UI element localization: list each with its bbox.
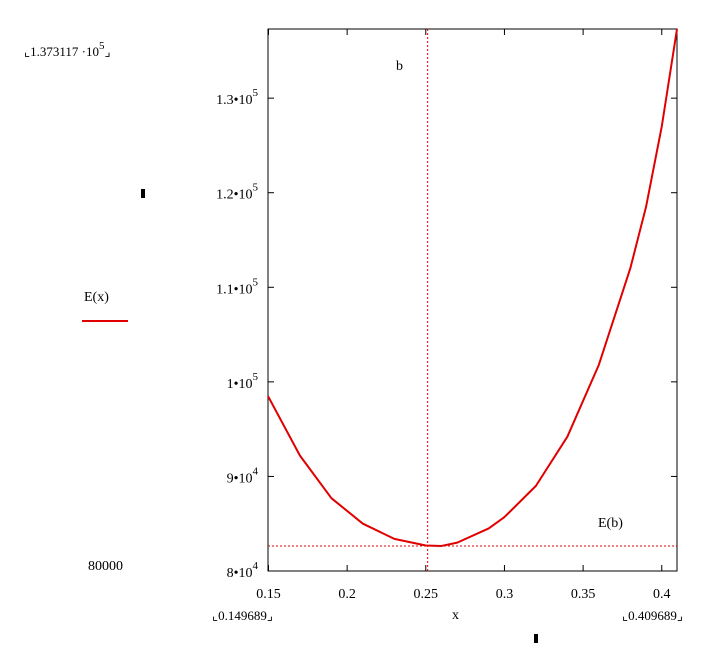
cursor-mark-left: [141, 189, 145, 198]
x-tick-label: 0.4: [653, 587, 671, 602]
y-tick-exponent: 5: [253, 87, 259, 99]
x-max-value: 0.409689: [628, 608, 677, 623]
y-tick-label: 1.1•105: [216, 276, 258, 297]
y-max-open-bracket: ⌞: [24, 44, 31, 59]
y-tick-label: 1.3•105: [216, 87, 258, 108]
y-tick-label: 8•104: [227, 560, 259, 581]
y-tick-label: 1•105: [227, 371, 259, 392]
y-tick-exponent: 4: [253, 560, 259, 572]
y-tick-label: 9•104: [227, 465, 259, 486]
cursor-mark-bottom: [534, 634, 538, 643]
y-max-mantissa: 1.373117: [30, 44, 79, 59]
x-min-limit-label[interactable]: ⌞0.149689⌟: [212, 608, 273, 624]
y-axis-label[interactable]: E(x): [84, 290, 109, 305]
y-tick-exponent: 5: [253, 371, 259, 383]
x-tick-label: 0.3: [496, 587, 514, 602]
y-tick-mantissa: 1.1•10: [216, 282, 252, 297]
y-tick-mantissa: 9•10: [227, 471, 253, 486]
x-axis-label[interactable]: x: [452, 608, 459, 623]
y-tick-exponent: 5: [253, 276, 259, 288]
x-tick-label: 0.35: [571, 587, 596, 602]
y-tick-label: 1.2•105: [216, 182, 258, 203]
legend-line-swatch: [82, 320, 128, 322]
y-tick-exponent: 5: [253, 182, 259, 194]
x-tick-label: 0.2: [338, 587, 356, 602]
marker-eb-label: E(b): [598, 516, 623, 531]
y-max-times: ·10: [78, 44, 99, 59]
x-min-close-bracket: ⌟: [266, 608, 273, 623]
y-tick-mantissa: 1.2•10: [216, 188, 252, 203]
x-tick-label: 0.25: [414, 587, 439, 602]
plot-frame: [267, 28, 678, 572]
y-max-exp: 5: [98, 40, 105, 52]
x-max-limit-label[interactable]: ⌞0.409689⌟: [622, 608, 683, 624]
y-tick-mantissa: 1.3•10: [216, 93, 252, 108]
y-max-limit-label[interactable]: ⌞1.373117 ·105⌟: [24, 40, 111, 60]
y-tick-mantissa: 1•10: [227, 377, 253, 392]
y-min-limit-label[interactable]: 80000: [88, 559, 123, 574]
y-max-close-bracket: ⌟: [104, 44, 111, 59]
y-tick-exponent: 4: [253, 465, 259, 477]
x-min-value: 0.149689: [218, 608, 267, 623]
x-max-open-bracket: ⌞: [622, 608, 629, 623]
x-max-close-bracket: ⌟: [676, 608, 683, 623]
y-tick-mantissa: 8•10: [227, 566, 253, 581]
x-min-open-bracket: ⌞: [212, 608, 219, 623]
series-line-E-x: [267, 28, 678, 547]
x-tick-label: 0.15: [256, 587, 281, 602]
marker-b-label: b: [396, 59, 403, 74]
